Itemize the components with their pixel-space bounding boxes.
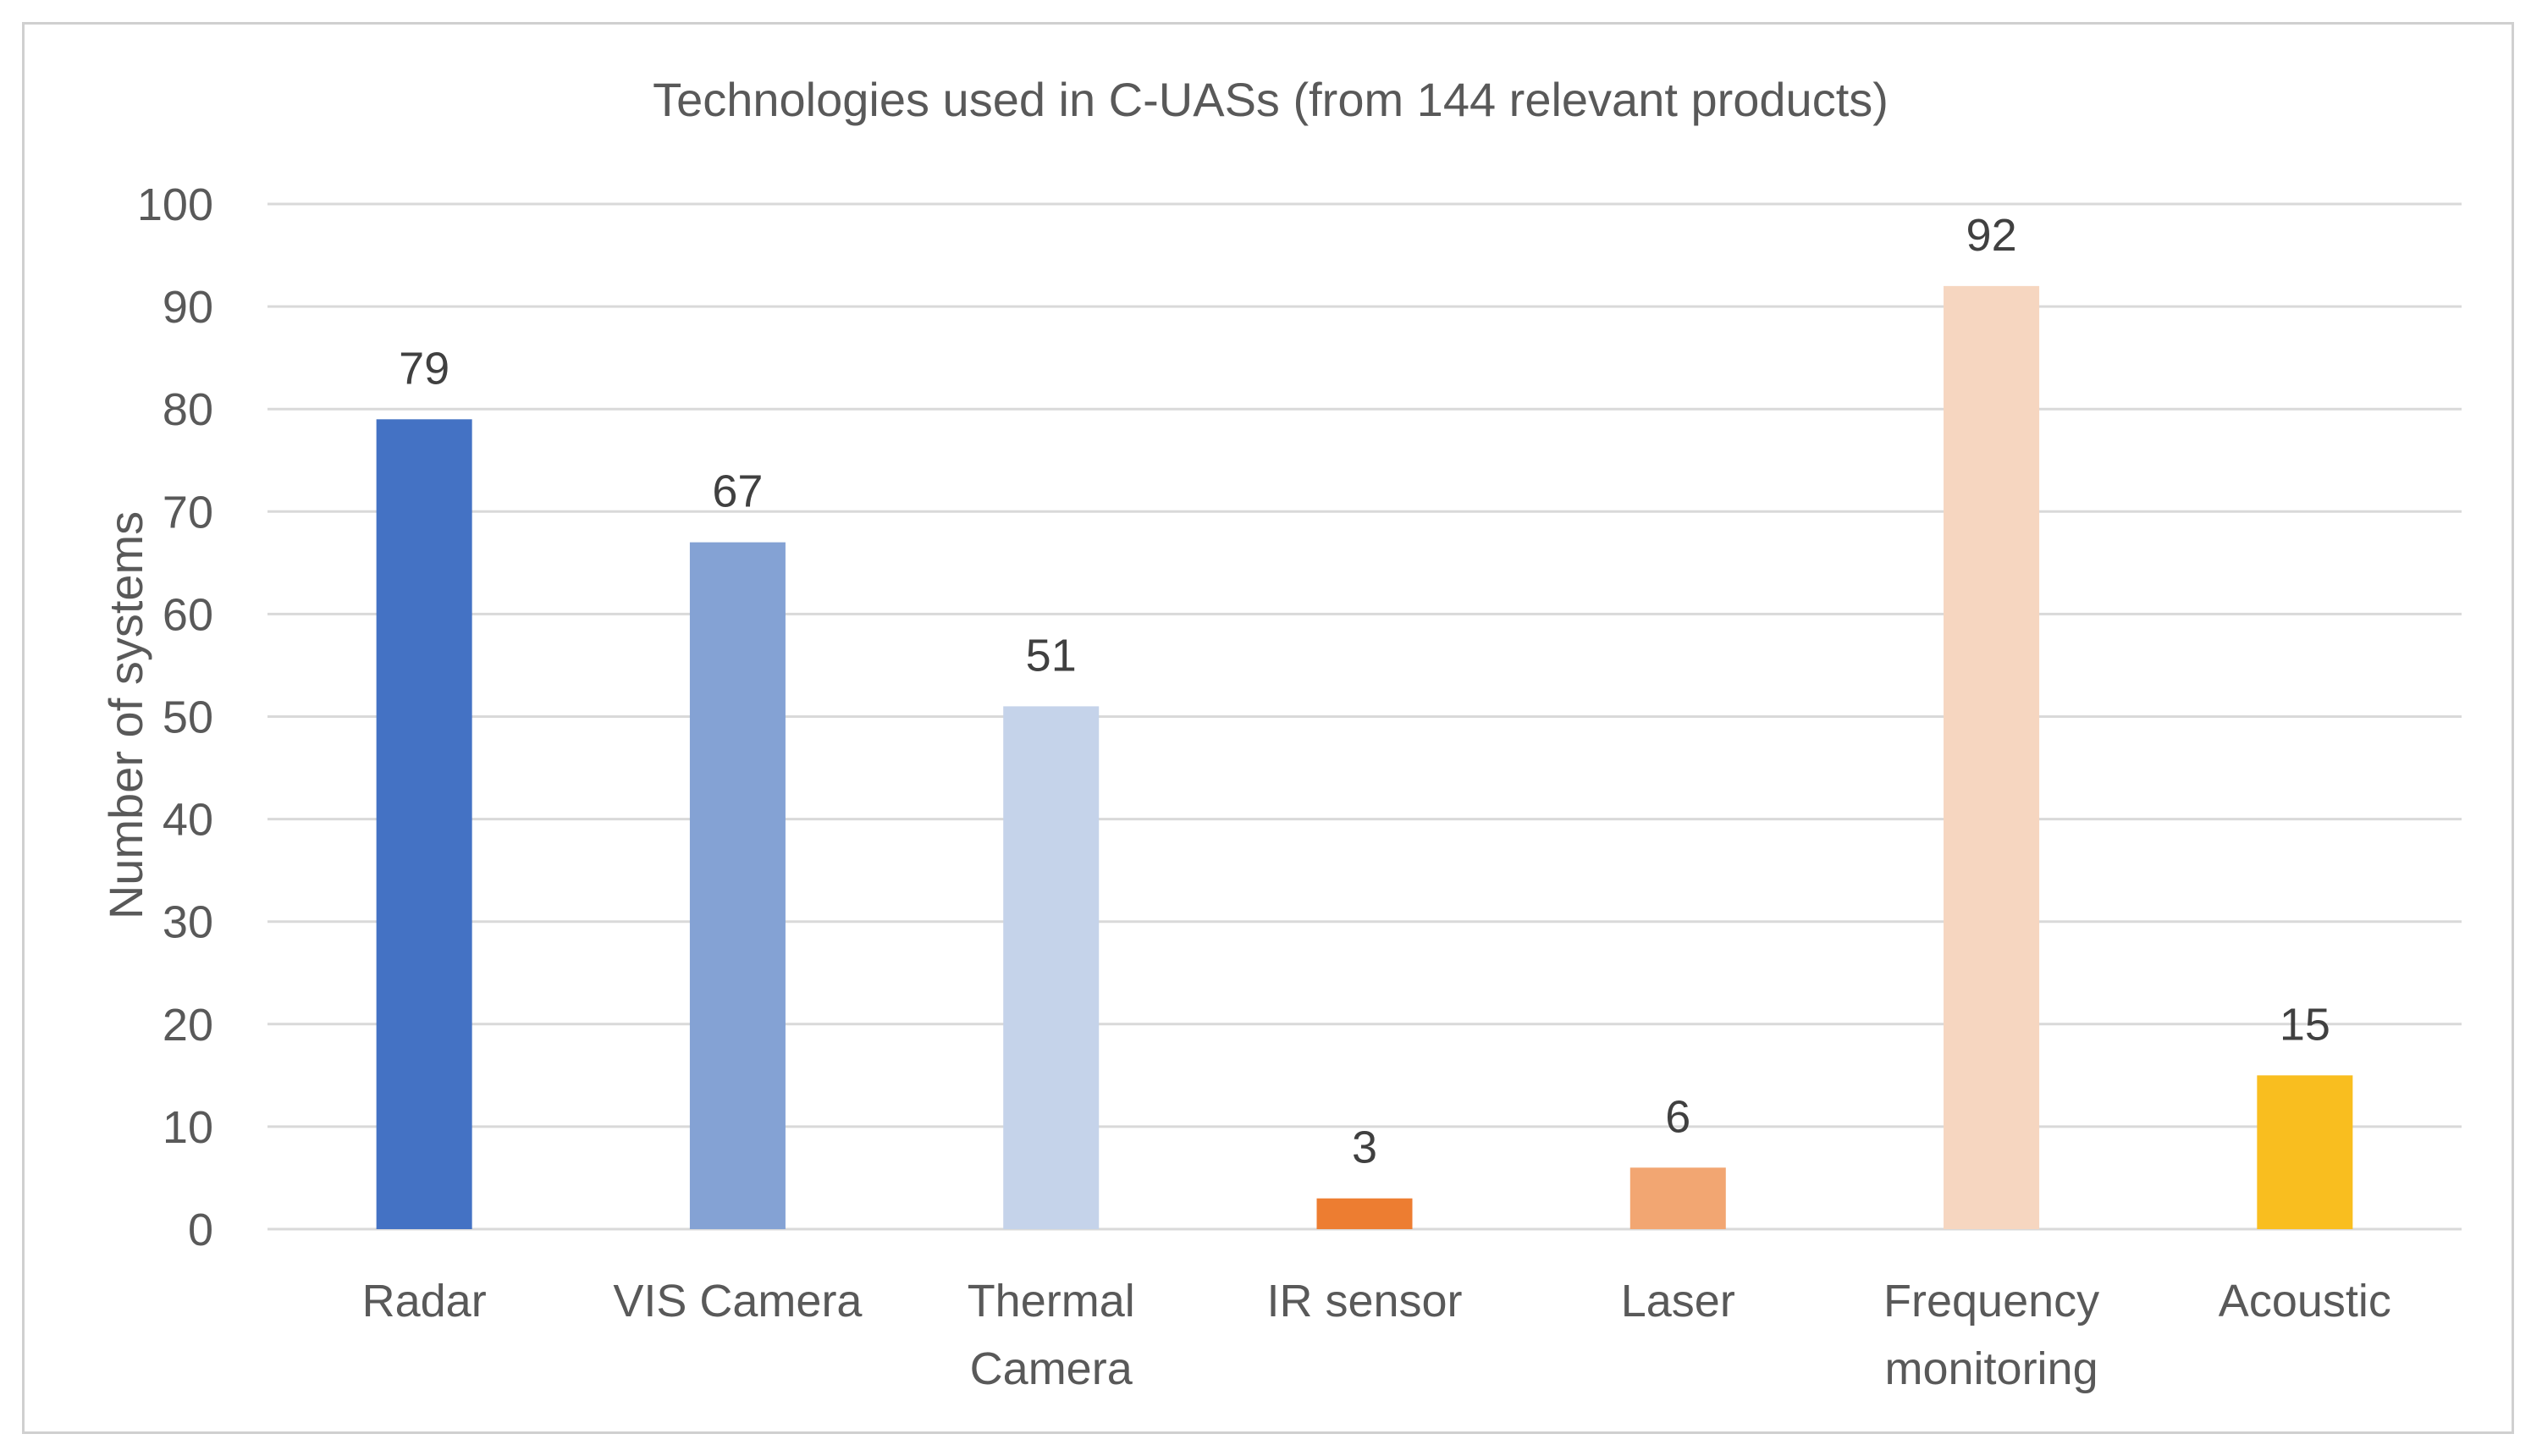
bar (1003, 706, 1100, 1229)
y-tick-label: 90 (163, 282, 213, 333)
bar (1944, 285, 2040, 1229)
data-label: 67 (712, 466, 763, 517)
y-axis-title: Number of systems (99, 511, 152, 919)
data-label: 92 (1966, 210, 2017, 261)
x-category-label: Radar (362, 1276, 487, 1326)
y-tick-label: 80 (163, 384, 213, 435)
bar (2257, 1075, 2353, 1229)
data-labels: 79 67 51 3 6 92 15 (399, 210, 2330, 1173)
bar (1316, 1198, 1413, 1229)
x-axis-categories: Radar VIS Camera Thermal Camera IR sensor Las… (362, 1276, 2391, 1394)
x-category-label: Laser (1621, 1276, 1735, 1326)
x-category-label: Acoustic (2219, 1276, 2391, 1326)
y-tick-label: 30 (163, 897, 213, 948)
chart-title: Technologies used in C-UASs (from 144 re… (653, 73, 1889, 126)
y-tick-label: 100 (137, 179, 213, 230)
bars (376, 285, 2353, 1229)
y-tick-label: 70 (163, 487, 213, 538)
x-category-label: Frequency (1883, 1276, 2099, 1326)
x-category-label: IR sensor (1266, 1276, 1462, 1326)
bar (376, 419, 472, 1229)
data-label: 3 (1352, 1122, 1377, 1173)
y-tick-label: 10 (163, 1102, 213, 1153)
data-label: 79 (399, 343, 449, 394)
y-tick-label: 0 (188, 1205, 213, 1255)
bar (1629, 1167, 1726, 1229)
data-label: 51 (1026, 630, 1077, 681)
bar (689, 542, 786, 1229)
x-category-label: Thermal (968, 1276, 1135, 1326)
y-tick-label: 60 (163, 589, 213, 640)
x-category-label: VIS Camera (613, 1276, 863, 1326)
y-axis-ticks: 0 10 20 30 40 50 60 70 80 90 100 (137, 179, 213, 1255)
y-tick-label: 40 (163, 795, 213, 846)
data-label: 15 (2280, 999, 2330, 1050)
y-tick-label: 50 (163, 692, 213, 743)
y-tick-label: 20 (163, 1000, 213, 1051)
x-category-label: Camera (970, 1343, 1133, 1394)
x-category-label: monitoring (1885, 1343, 2098, 1394)
data-label: 6 (1665, 1091, 1690, 1142)
gridlines (267, 202, 2462, 1231)
